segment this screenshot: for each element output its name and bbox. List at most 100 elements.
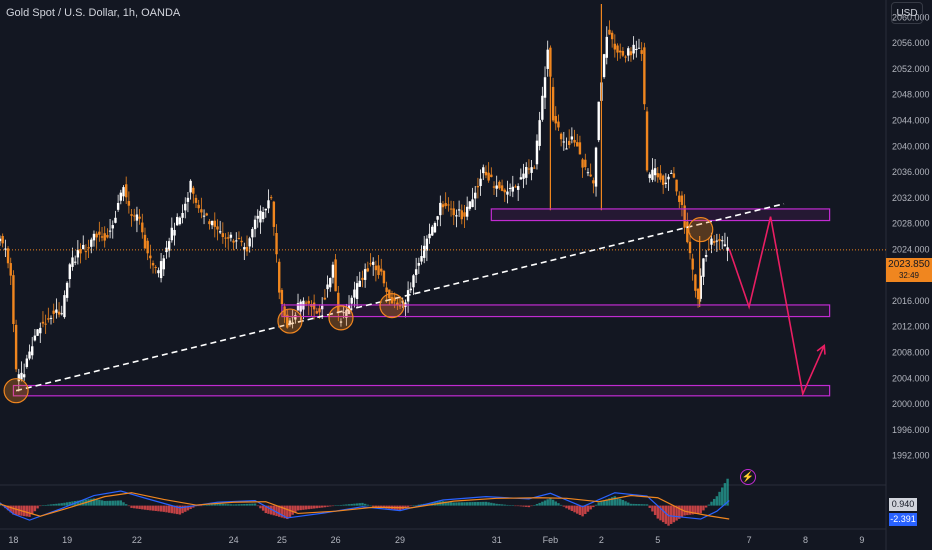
candle-body xyxy=(108,230,112,232)
candle-body xyxy=(127,201,131,206)
candle-body xyxy=(457,209,461,211)
candle-body xyxy=(337,292,340,313)
projection-arrowhead xyxy=(816,344,826,355)
macd-histogram-bar xyxy=(586,505,590,512)
candle-body xyxy=(694,274,697,291)
y-tick-label: 2032.000 xyxy=(892,193,930,203)
macd-histogram-bar xyxy=(22,505,26,517)
macd-histogram-bar xyxy=(554,501,557,506)
macd-histogram-bar xyxy=(133,505,136,509)
macd-histogram-bar xyxy=(516,505,520,507)
candle-body xyxy=(162,258,165,270)
candle-body xyxy=(186,197,190,202)
macd-histogram-bar xyxy=(275,505,278,517)
candle-body xyxy=(621,51,625,56)
candle-body xyxy=(651,169,654,180)
macd-histogram-bar xyxy=(304,505,308,510)
candle-body xyxy=(221,233,225,238)
candle-body xyxy=(189,180,192,193)
candle-body xyxy=(0,238,2,242)
y-tick-label: 1992.000 xyxy=(892,451,930,461)
candle-body xyxy=(425,238,429,251)
candle-body xyxy=(33,335,37,341)
candle-body xyxy=(288,320,292,324)
candle-body xyxy=(696,288,700,300)
candle-body xyxy=(353,289,356,298)
candle-body xyxy=(436,216,439,220)
macd-histogram-bar xyxy=(108,500,112,506)
candle-body xyxy=(323,297,327,300)
macd-histogram-bar xyxy=(380,505,383,508)
candle-body xyxy=(570,136,574,140)
candle-body xyxy=(627,48,630,56)
support-resistance-zone xyxy=(490,208,831,222)
macd-histogram-bar xyxy=(629,503,633,506)
currency-button[interactable]: USD xyxy=(891,2,923,24)
candle-body xyxy=(44,323,47,325)
lightning-bolt-icon[interactable]: ⚡ xyxy=(740,469,756,485)
y-tick-label: 2012.000 xyxy=(892,322,930,332)
macd-histogram-bar xyxy=(310,505,313,509)
macd-histogram-bar xyxy=(500,504,504,506)
signal-line xyxy=(0,492,730,520)
candle-body xyxy=(527,168,531,170)
candle-body xyxy=(484,171,488,176)
macd-histogram-bar xyxy=(581,505,584,517)
candle-body xyxy=(482,167,485,174)
macd-histogram-bar xyxy=(178,505,182,515)
macd-histogram-bar xyxy=(261,505,265,511)
candle-body xyxy=(315,311,319,314)
macd-histogram-bar xyxy=(329,505,332,507)
candle-body xyxy=(554,116,557,124)
macd-histogram-bar xyxy=(648,505,651,508)
macd-histogram-bar xyxy=(452,502,455,506)
macd-histogram-bar xyxy=(6,505,10,511)
macd-histogram-bar xyxy=(637,504,641,506)
macd-histogram-bar xyxy=(412,505,415,506)
macd-histogram-bar xyxy=(503,504,506,506)
macd-histogram-bar xyxy=(294,505,297,513)
x-tick-label: Feb xyxy=(543,535,559,545)
macd-histogram-bar xyxy=(237,504,241,506)
candle-body xyxy=(339,321,343,323)
candle-body xyxy=(656,173,659,178)
candle-body xyxy=(170,227,174,241)
candle-body xyxy=(151,263,155,266)
macd-histogram-bar xyxy=(712,498,716,506)
y-tick-label: 2040.000 xyxy=(892,141,930,151)
macd-histogram-bar xyxy=(259,505,262,509)
candle-body xyxy=(613,43,617,50)
macd-line xyxy=(0,490,730,521)
candle-body xyxy=(643,47,646,105)
candle-body xyxy=(12,275,15,325)
macd-histogram-bar xyxy=(374,505,378,507)
candle-body xyxy=(47,318,50,320)
candle-body xyxy=(17,374,20,382)
x-tick-label: 24 xyxy=(229,535,239,545)
candle-body xyxy=(361,277,364,280)
macd-histogram-bar xyxy=(296,505,300,511)
candle-body xyxy=(79,249,82,254)
macd-histogram-bar xyxy=(68,501,72,506)
candle-body xyxy=(256,215,259,219)
macd-histogram-bar xyxy=(130,505,133,508)
macd-histogram-bar xyxy=(670,505,673,524)
candle-body xyxy=(55,309,58,313)
macd-histogram-bar xyxy=(543,500,547,506)
candle-body xyxy=(602,54,606,78)
macd-histogram-bar xyxy=(645,504,649,506)
candle-body xyxy=(398,305,402,307)
macd-histogram-bar xyxy=(119,500,123,506)
candle-body xyxy=(439,202,442,216)
macd-histogram-bar xyxy=(302,505,305,510)
candle-body xyxy=(567,140,571,145)
macd-histogram-bar xyxy=(549,498,552,506)
candle-body xyxy=(492,186,496,188)
candle-body xyxy=(645,111,649,171)
candle-body xyxy=(87,247,90,249)
symbol-title: Gold Spot / U.S. Dollar, 1h, OANDA xyxy=(6,7,181,19)
macd-histogram-bar xyxy=(197,505,200,507)
macd-histogram-bar xyxy=(627,502,630,506)
